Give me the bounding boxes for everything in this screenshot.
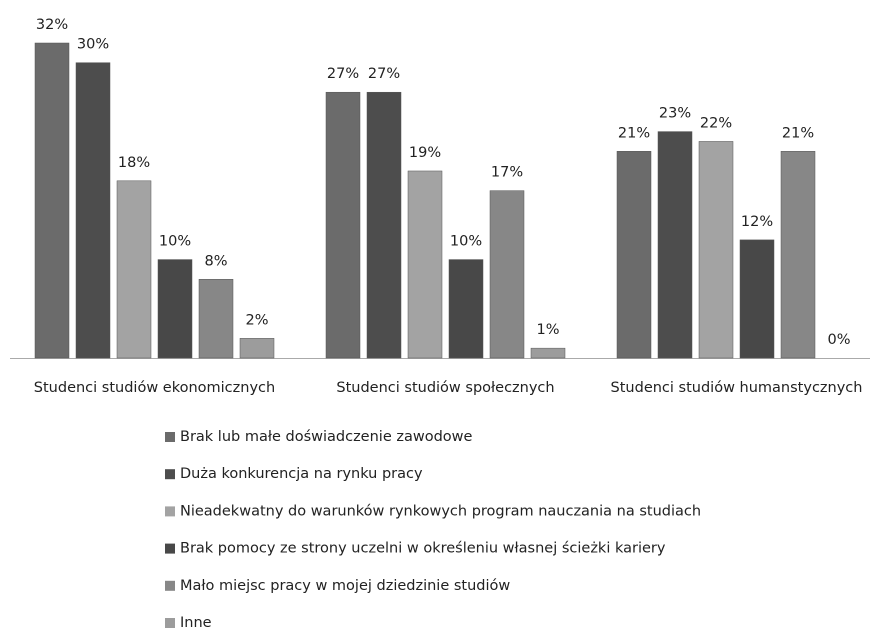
data-label: 30%	[77, 37, 109, 53]
data-label: 21%	[782, 125, 814, 141]
bar	[657, 131, 693, 359]
bar	[198, 279, 234, 359]
legend-swatch	[165, 543, 175, 554]
data-label: 8%	[204, 253, 227, 269]
bar	[34, 42, 70, 359]
bar	[698, 141, 734, 359]
bar	[780, 151, 816, 359]
data-label: 32%	[36, 17, 68, 33]
bar	[366, 91, 402, 359]
legend-label: Duża konkurencja na rynku pracy	[180, 466, 423, 482]
legend-swatch	[165, 432, 175, 442]
data-label: 21%	[618, 125, 650, 141]
data-label: 2%	[245, 312, 268, 328]
bar	[616, 151, 652, 359]
x-tick-label: Studenci studiów ekonomicznych	[34, 380, 275, 396]
legend-label: Brak lub małe doświadczenie zawodowe	[180, 429, 473, 445]
bar	[530, 347, 566, 359]
legend-label: Brak pomocy ze strony uczelni w określen…	[180, 541, 666, 557]
data-label: 10%	[450, 234, 482, 250]
data-label: 17%	[491, 165, 523, 181]
x-tick-label: Studenci studiów humanstycznych	[611, 380, 863, 396]
bar	[739, 239, 775, 359]
bar	[157, 259, 193, 359]
data-label: 12%	[741, 214, 773, 230]
bar	[448, 259, 484, 359]
data-label: 1%	[536, 322, 559, 338]
x-tick-label: Studenci studiów społecznych	[336, 380, 554, 396]
data-label: 27%	[368, 66, 400, 82]
data-label: 22%	[700, 115, 732, 131]
bar	[407, 170, 443, 359]
legend-label: Inne	[180, 615, 212, 631]
legend-label: Nieadekwatny do warunków rynkowych progr…	[180, 503, 701, 519]
legend-swatch	[165, 469, 175, 480]
data-label: 27%	[327, 66, 359, 82]
data-label: 10%	[159, 234, 191, 250]
bar	[239, 338, 275, 359]
data-label: 18%	[118, 155, 150, 171]
data-label: 23%	[659, 106, 691, 122]
bar	[116, 180, 152, 359]
legend-swatch	[165, 580, 175, 591]
bar	[75, 62, 111, 359]
data-label: 0%	[827, 332, 850, 348]
legend-label: Mało miejsc pracy w mojej dziedzinie stu…	[180, 578, 510, 594]
legend-swatch	[165, 506, 175, 517]
legend-swatch	[165, 618, 175, 628]
data-label: 19%	[409, 145, 441, 161]
bar	[325, 91, 361, 359]
bar	[489, 190, 525, 359]
